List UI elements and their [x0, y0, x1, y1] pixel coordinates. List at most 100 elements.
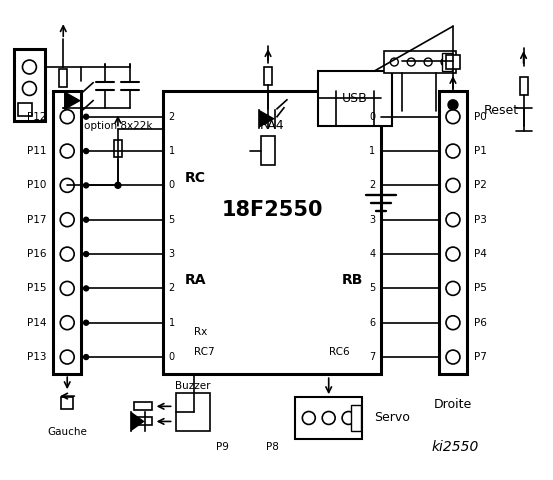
Circle shape [342, 411, 355, 424]
Circle shape [446, 281, 460, 295]
Circle shape [84, 252, 88, 256]
Circle shape [60, 281, 74, 295]
Bar [439, 91, 467, 374]
Text: P13: P13 [27, 352, 46, 362]
Bar [18, 103, 33, 116]
Circle shape [448, 100, 458, 110]
Bar [61, 397, 73, 409]
Text: Buzzer: Buzzer [175, 381, 211, 391]
Circle shape [390, 58, 398, 66]
Bar [318, 71, 392, 126]
Bar [520, 77, 528, 95]
Polygon shape [65, 92, 81, 109]
Text: 5: 5 [169, 215, 175, 225]
Circle shape [84, 286, 88, 291]
Text: 18F2550: 18F2550 [221, 200, 323, 220]
Text: Rx: Rx [195, 327, 208, 337]
Circle shape [322, 411, 335, 424]
Bar [446, 55, 460, 69]
Circle shape [407, 58, 415, 66]
Circle shape [302, 411, 315, 424]
Text: RC7: RC7 [195, 348, 215, 357]
Circle shape [424, 58, 432, 66]
Circle shape [84, 149, 88, 154]
Circle shape [60, 316, 74, 330]
Circle shape [115, 182, 121, 188]
Text: 4: 4 [369, 249, 375, 259]
Text: 1: 1 [369, 146, 375, 156]
Circle shape [23, 60, 36, 74]
Bar [59, 69, 67, 87]
Text: Gauche: Gauche [47, 427, 87, 437]
Circle shape [446, 179, 460, 192]
Circle shape [84, 183, 88, 188]
Bar [163, 91, 382, 374]
Circle shape [60, 350, 74, 364]
Text: 2: 2 [169, 283, 175, 293]
Circle shape [60, 247, 74, 261]
Text: 2: 2 [369, 180, 375, 191]
Circle shape [60, 213, 74, 227]
Circle shape [60, 179, 74, 192]
Bar [351, 405, 361, 431]
Text: P0: P0 [474, 112, 487, 122]
Text: option 8x22k: option 8x22k [84, 120, 152, 131]
Polygon shape [259, 110, 275, 128]
Text: P2: P2 [474, 180, 487, 191]
Text: P10: P10 [27, 180, 46, 191]
Text: P17: P17 [27, 215, 46, 225]
Text: 0: 0 [169, 352, 175, 362]
Bar [295, 397, 363, 439]
Text: 1: 1 [169, 146, 175, 156]
Text: P4: P4 [474, 249, 487, 259]
Bar [442, 53, 452, 71]
Text: 5: 5 [369, 283, 375, 293]
Text: P7: P7 [474, 352, 487, 362]
Text: P8: P8 [265, 442, 279, 452]
Bar [264, 67, 272, 85]
Circle shape [446, 144, 460, 158]
Bar [384, 51, 456, 73]
Text: 3: 3 [369, 215, 375, 225]
Text: RC6: RC6 [329, 348, 349, 357]
Text: USB: USB [342, 92, 368, 105]
Polygon shape [131, 411, 145, 432]
Text: 3: 3 [169, 249, 175, 259]
Circle shape [446, 110, 460, 124]
Text: RC: RC [185, 171, 206, 185]
Text: P1: P1 [474, 146, 487, 156]
Circle shape [60, 110, 74, 124]
Circle shape [84, 217, 88, 222]
Text: P5: P5 [474, 283, 487, 293]
Circle shape [23, 82, 36, 96]
Circle shape [446, 213, 460, 227]
Text: RB: RB [342, 273, 363, 287]
Text: P15: P15 [27, 283, 46, 293]
Circle shape [446, 316, 460, 330]
Text: ki2550: ki2550 [431, 440, 479, 454]
Bar [53, 91, 81, 374]
Bar [134, 402, 152, 410]
Text: Reset: Reset [484, 104, 519, 117]
Text: 7: 7 [369, 352, 375, 362]
Text: 0: 0 [369, 112, 375, 122]
Bar [176, 393, 210, 431]
Circle shape [446, 247, 460, 261]
Text: P9: P9 [216, 442, 229, 452]
Bar [13, 49, 45, 120]
Text: RA: RA [185, 273, 206, 287]
Text: Servo: Servo [374, 411, 410, 424]
Circle shape [84, 355, 88, 360]
Text: Droite: Droite [434, 397, 472, 410]
Text: 0: 0 [169, 180, 175, 191]
Text: P14: P14 [27, 318, 46, 328]
Text: RA4: RA4 [260, 119, 284, 132]
Circle shape [60, 144, 74, 158]
Circle shape [446, 350, 460, 364]
Text: P16: P16 [27, 249, 46, 259]
Text: P6: P6 [474, 318, 487, 328]
Text: P11: P11 [27, 146, 46, 156]
Bar [114, 140, 122, 157]
Text: 2: 2 [169, 112, 175, 122]
Text: P12: P12 [27, 112, 46, 122]
